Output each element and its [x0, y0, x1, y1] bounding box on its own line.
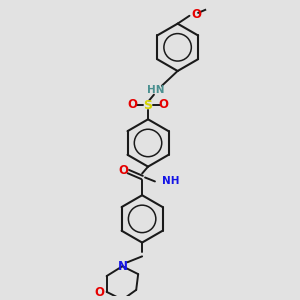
Text: N: N: [117, 260, 128, 273]
Text: S: S: [143, 99, 152, 112]
Text: O: O: [191, 8, 201, 21]
Text: O: O: [95, 286, 105, 299]
Text: O: O: [159, 98, 169, 111]
Text: O: O: [118, 164, 128, 177]
Text: O: O: [127, 98, 137, 111]
Text: HN: HN: [147, 85, 165, 95]
Text: NH: NH: [162, 176, 179, 186]
